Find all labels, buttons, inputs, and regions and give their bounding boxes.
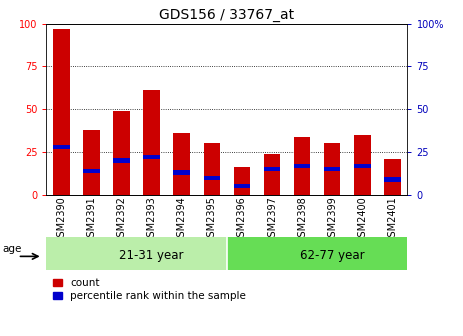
Bar	[384, 159, 400, 195]
Text: age: age	[2, 244, 22, 254]
Bar	[144, 90, 160, 195]
Bar	[204, 176, 220, 180]
Text: 62-77 year: 62-77 year	[300, 249, 364, 262]
Bar	[354, 164, 370, 168]
Bar	[354, 135, 370, 195]
Legend: count, percentile rank within the sample: count, percentile rank within the sample	[51, 278, 247, 302]
Bar	[53, 145, 69, 149]
Bar	[204, 143, 220, 195]
Bar	[174, 133, 190, 195]
Bar	[234, 184, 250, 188]
Bar	[174, 170, 190, 175]
Bar	[144, 155, 160, 159]
Bar	[324, 167, 340, 171]
Bar	[294, 164, 310, 168]
Bar	[227, 237, 407, 270]
Bar	[294, 137, 310, 195]
Bar	[264, 167, 280, 171]
Text: 21-31 year: 21-31 year	[119, 249, 184, 262]
Bar	[46, 237, 227, 270]
Title: GDS156 / 33767_at: GDS156 / 33767_at	[159, 8, 294, 23]
Bar	[83, 169, 100, 173]
Bar	[113, 159, 130, 163]
Bar	[384, 177, 400, 181]
Bar	[234, 167, 250, 195]
Bar	[53, 29, 69, 195]
Bar	[113, 111, 130, 195]
Bar	[264, 154, 280, 195]
Bar	[324, 143, 340, 195]
Bar	[83, 130, 100, 195]
